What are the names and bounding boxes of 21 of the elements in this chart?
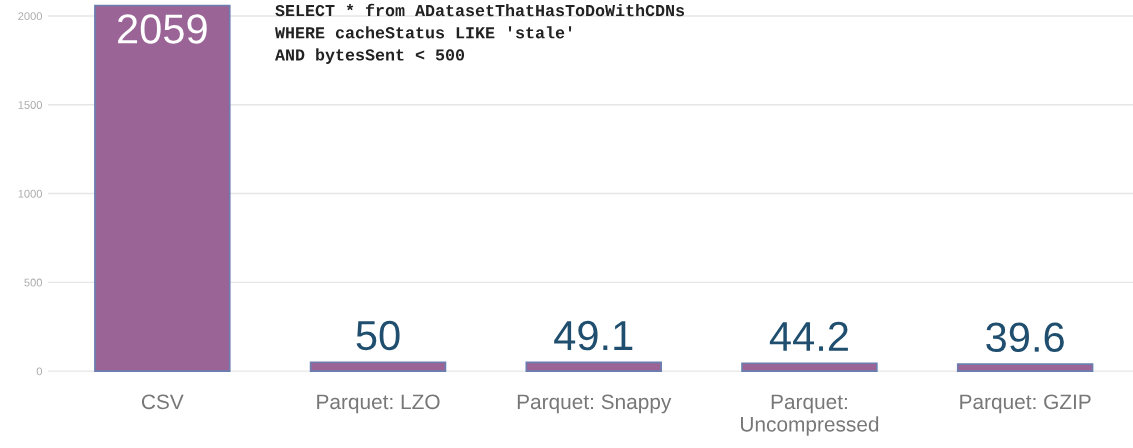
annotation: SELECT * from ADatasetThatHasToDoWithCDNs WHERE cacheStatus LIKE 'stale' AND bytesSent < 500 bbox=[275, 3, 685, 64]
data-label: 2059 bbox=[118, 14, 207, 44]
y-tick-label: 0 bbox=[36, 367, 43, 376]
x-tick-label: Parquet: Uncompressed bbox=[741, 394, 879, 436]
data-label: 49.1 bbox=[554, 320, 633, 351]
data-label: 44.2 bbox=[769, 321, 848, 351]
bar bbox=[94, 4, 231, 372]
data-label: 50 bbox=[356, 320, 400, 351]
bar bbox=[525, 361, 662, 372]
x-tick-label: Parquet: GZIP bbox=[960, 394, 1091, 414]
x-tick-label: CSV bbox=[141, 394, 184, 410]
x-tick-label: Parquet: LZO bbox=[317, 394, 440, 414]
y-tick-label: 1000 bbox=[18, 189, 43, 198]
data-label: 39.6 bbox=[986, 322, 1064, 353]
y-tick-label: 2000 bbox=[18, 12, 43, 21]
y-tick-label: 1500 bbox=[18, 101, 43, 109]
bar bbox=[741, 362, 878, 372]
bar bbox=[309, 361, 447, 372]
y-tick-label: 500 bbox=[24, 278, 43, 287]
x-tick-label: Parquet: Snappy bbox=[517, 394, 672, 414]
bar bbox=[956, 363, 1094, 372]
